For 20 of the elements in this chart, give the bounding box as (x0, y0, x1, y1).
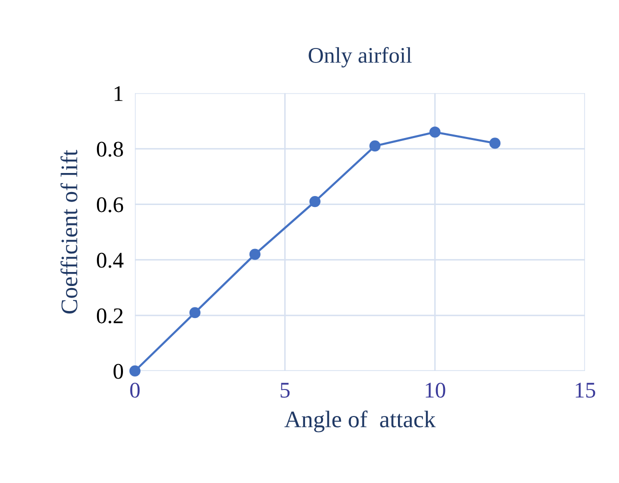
y-tick-label: 0 (114, 364, 123, 379)
point (309, 196, 321, 208)
x-axis-title: Angle of attack (284, 410, 436, 432)
point (129, 365, 140, 376)
y-tick-label: 0.6 (96, 197, 124, 212)
x-tick-label: 0 (130, 382, 140, 398)
chart-title: Only airfoil (308, 47, 412, 68)
point (369, 140, 381, 152)
x-tick-label: 5 (280, 382, 290, 398)
point (429, 126, 441, 138)
x-tick-label: 10 (426, 382, 446, 398)
y-axis-title: Coefficient of lift (60, 150, 78, 314)
point (189, 307, 200, 318)
y-tick-label: 0.8 (96, 142, 123, 157)
point (249, 248, 260, 260)
x-tick-label: 15 (576, 382, 596, 398)
point (489, 138, 501, 149)
y-tick-label: 0.2 (96, 308, 123, 324)
y-tick-label: 0.4 (96, 252, 124, 268)
y-tick-label: 1 (114, 86, 122, 101)
